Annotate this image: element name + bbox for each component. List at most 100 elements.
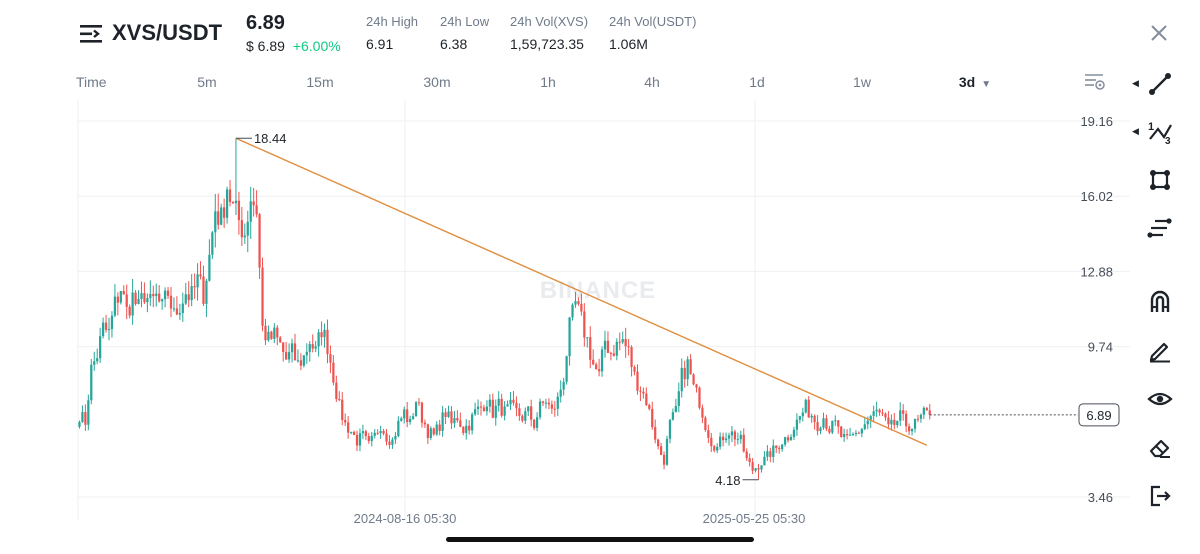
usd-price: $ 6.89 (246, 38, 285, 54)
candle-body (860, 429, 863, 434)
candle-body (733, 431, 737, 440)
candle-body (645, 393, 648, 406)
stat-value: 1,59,723.35 (510, 36, 584, 52)
candle-body (857, 432, 861, 434)
candle-body (332, 362, 335, 383)
candle-body (698, 387, 701, 408)
candle-body (801, 412, 804, 417)
candle-body (878, 409, 881, 413)
candle-body (267, 331, 270, 341)
candle-body (429, 428, 432, 439)
candle-body (530, 406, 533, 420)
candle-body (863, 424, 866, 430)
candle-body (571, 304, 574, 318)
candle-body (184, 294, 187, 304)
candle-body (444, 412, 447, 417)
candle-body (928, 410, 931, 415)
candle-body (485, 406, 489, 412)
pair-title[interactable]: XVS/USDT (112, 20, 223, 45)
tab-3d[interactable]: 3d ▼ (959, 74, 991, 90)
menu-icon[interactable] (80, 24, 104, 49)
candle-body (677, 391, 680, 407)
parallel-lines-tool[interactable] (1142, 210, 1178, 246)
candle-body (553, 408, 556, 410)
candle-body (305, 351, 308, 356)
pencil-icon (1149, 342, 1170, 363)
candle-body (96, 358, 99, 362)
candle-body (695, 384, 698, 388)
candle-body (586, 337, 589, 339)
chevron-down-icon: ▼ (981, 79, 992, 90)
expand-arrow-icon: ◀ (1132, 126, 1139, 136)
candle-body (447, 411, 450, 417)
fib-tool[interactable]: ◀ 1 3 (1132, 114, 1178, 150)
candle-body (476, 406, 480, 410)
candle-body (713, 446, 716, 451)
candle-body (417, 402, 421, 404)
tab-15m[interactable]: 15m (306, 74, 334, 90)
candle-body (603, 340, 607, 350)
tab-1h[interactable]: 1h (540, 74, 556, 90)
tab-time[interactable]: Time (76, 74, 107, 90)
candle-body (896, 420, 899, 426)
tab-1w[interactable]: 1w (853, 74, 871, 90)
rectangle-tool[interactable] (1142, 162, 1178, 198)
candle-body (639, 390, 642, 392)
visibility-toggle[interactable] (1142, 381, 1178, 417)
candle-body (763, 456, 766, 466)
candle-body (246, 221, 249, 236)
candle-body (453, 418, 456, 424)
candle-body (152, 293, 155, 297)
candle-body (910, 428, 914, 432)
tab-1d[interactable]: 1d (749, 74, 765, 90)
candle-body (471, 414, 474, 431)
exit-tool[interactable] (1142, 478, 1178, 514)
candle-body (220, 207, 223, 225)
stat-value: 1.06M (609, 36, 648, 52)
candle-body (884, 413, 887, 418)
candle-body (651, 408, 654, 428)
pencil-tool[interactable] (1142, 332, 1178, 368)
candle-body (166, 290, 170, 296)
tab-4h[interactable]: 4h (644, 74, 660, 90)
tab-30m[interactable]: 30m (423, 74, 451, 90)
candle-body (491, 399, 494, 418)
candle-body (128, 306, 131, 316)
price-chart[interactable]: BINANCE 18.444.186.89 19.1616.0212.889.7… (0, 96, 1130, 526)
home-indicator (446, 537, 754, 542)
magnet-tool[interactable] (1142, 284, 1178, 320)
candle-body (515, 402, 518, 409)
candle-body (518, 408, 521, 416)
rectangle-tool-icon (1150, 170, 1170, 190)
candle-body (358, 433, 362, 446)
candle-body (116, 296, 119, 303)
candle-body (798, 416, 801, 420)
candle-body (468, 425, 471, 431)
candle-body (101, 322, 105, 337)
close-icon[interactable] (1150, 24, 1168, 47)
candle-body (589, 337, 592, 360)
svg-text:3: 3 (1165, 136, 1171, 145)
candle-body (745, 451, 748, 459)
candle-body (665, 438, 669, 465)
candle-body (169, 295, 173, 309)
candle-body (352, 431, 356, 435)
candle-body (211, 232, 214, 255)
eraser-tool[interactable] (1142, 430, 1178, 466)
candle-body (837, 420, 840, 427)
candle-body (432, 428, 435, 435)
candle-body (87, 400, 90, 425)
trend-line-tool[interactable]: ◀ (1132, 66, 1178, 102)
candle-body (296, 360, 300, 362)
candle-body (143, 293, 146, 303)
tab-5m[interactable]: 5m (197, 74, 217, 90)
candle-body (462, 426, 465, 433)
candle-body (627, 346, 630, 348)
candle-body (435, 424, 438, 435)
chart-settings-icon[interactable] (1084, 73, 1106, 96)
candle-body (163, 290, 167, 300)
trend-line-icon (1149, 73, 1171, 95)
candle-body (293, 343, 297, 361)
candle-body (810, 415, 813, 418)
candle-body (240, 220, 243, 238)
